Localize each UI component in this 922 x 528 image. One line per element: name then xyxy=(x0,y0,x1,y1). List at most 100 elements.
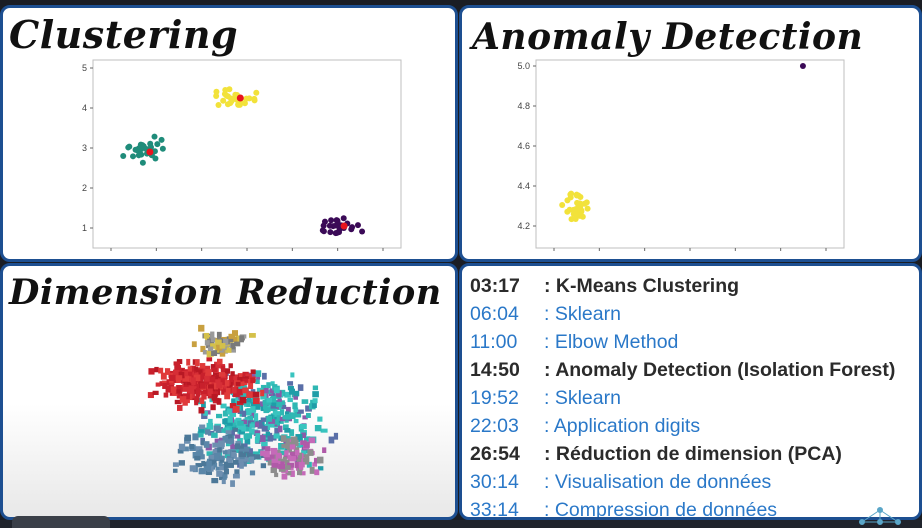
pca-point xyxy=(219,352,226,357)
data-point xyxy=(564,208,571,215)
pca-point xyxy=(206,350,212,358)
pca-point xyxy=(242,384,247,390)
pca-point xyxy=(312,385,319,391)
pca-point xyxy=(221,365,226,371)
data-point xyxy=(334,219,341,226)
pca-point xyxy=(291,451,297,457)
chapter-item[interactable]: 30:14: Visualisation de données xyxy=(470,468,913,496)
pca-point xyxy=(245,373,252,379)
chapter-item[interactable]: 11:00: Elbow Method xyxy=(470,328,913,356)
pca-point xyxy=(263,387,269,394)
pca-point xyxy=(252,391,260,398)
pca-point xyxy=(279,409,285,416)
pca-point xyxy=(174,399,182,405)
pca-point xyxy=(305,405,312,412)
pca-point xyxy=(230,480,235,487)
pca-point xyxy=(182,370,189,377)
pca-point xyxy=(244,408,252,416)
pca-point xyxy=(201,394,207,400)
chapter-item[interactable]: 03:17: K-Means Clustering xyxy=(470,272,913,300)
pca-point xyxy=(311,402,317,408)
chapter-item[interactable]: 14:50: Anomaly Detection (Isolation Fore… xyxy=(470,356,913,384)
pca-point xyxy=(267,389,272,394)
data-point xyxy=(253,89,260,96)
y-tick-label: 4.8 xyxy=(517,101,530,111)
pca-point xyxy=(306,461,312,468)
pca-point xyxy=(297,384,304,391)
pca-point xyxy=(224,392,231,400)
pca-point xyxy=(192,433,199,441)
pca-point xyxy=(215,427,222,433)
data-point xyxy=(130,153,137,160)
pca-point xyxy=(246,400,251,408)
chapter-item[interactable]: 19:52: Sklearn xyxy=(470,384,913,412)
pca-point xyxy=(172,462,179,467)
pca-point xyxy=(274,411,281,417)
pca-point xyxy=(178,460,185,466)
pca-point xyxy=(222,473,227,480)
pca-point xyxy=(211,379,217,385)
pca-point xyxy=(224,368,231,374)
pca-point xyxy=(173,369,180,377)
data-point xyxy=(154,141,161,148)
pca-point xyxy=(197,397,203,405)
pca-point xyxy=(216,382,223,389)
y-tick-label: 4.6 xyxy=(517,141,530,151)
pca-point xyxy=(275,390,282,398)
pca-point xyxy=(176,385,183,392)
pca-point xyxy=(286,445,293,453)
pca-point xyxy=(285,442,292,450)
pca-point xyxy=(232,406,240,413)
pca-point xyxy=(278,443,285,450)
data-point xyxy=(241,100,248,107)
chapter-timestamp: 30:14 xyxy=(470,470,519,493)
player-control-pill[interactable] xyxy=(12,516,110,528)
chapter-item[interactable]: 33:14: Compression de données xyxy=(470,496,913,518)
pca-point xyxy=(263,450,270,458)
pca-point xyxy=(217,377,225,385)
pca-point xyxy=(152,390,159,395)
pca-point xyxy=(204,385,209,393)
pca-point xyxy=(218,372,226,377)
data-point xyxy=(354,222,361,229)
data-point xyxy=(333,229,340,236)
pca-point xyxy=(249,423,255,428)
pca-point xyxy=(287,381,294,386)
pca-point xyxy=(279,389,286,397)
pca-point xyxy=(262,372,267,380)
pca-point xyxy=(303,458,310,465)
pca-point xyxy=(297,409,304,414)
chapter-item[interactable]: 06:04: Sklearn xyxy=(470,300,913,328)
chapter-label: : Anomaly Detection (Isolation Forest) xyxy=(544,358,896,381)
pca-point xyxy=(284,450,289,456)
pca-point xyxy=(203,365,211,372)
pca-point xyxy=(299,423,307,430)
pca-point xyxy=(292,402,298,410)
pca-point xyxy=(217,447,222,453)
chapter-item[interactable]: 22:03: Application digits xyxy=(470,412,913,440)
data-point xyxy=(583,199,590,206)
pca-point xyxy=(223,468,229,475)
pca-point xyxy=(296,442,302,448)
pca-point xyxy=(285,436,291,441)
pca-point xyxy=(210,364,216,370)
pca-point xyxy=(217,440,225,447)
pca-point xyxy=(191,341,197,348)
pca-point xyxy=(228,429,235,436)
pca-point xyxy=(255,404,261,410)
chapters-panel: 03:17: K-Means Clustering 06:04: Sklearn 1… xyxy=(459,263,922,520)
pca-point xyxy=(170,372,175,377)
pca-point xyxy=(226,336,234,342)
chapter-item[interactable]: 26:54: Réduction de dimension (PCA) xyxy=(470,440,913,468)
pca-point xyxy=(282,415,287,420)
pca-point xyxy=(255,378,260,385)
pca-point xyxy=(244,438,251,445)
chapter-list: 03:17: K-Means Clustering 06:04: Sklearn 1… xyxy=(470,272,913,518)
pca-point xyxy=(189,443,195,450)
pca-point xyxy=(204,429,211,435)
data-point xyxy=(799,63,806,69)
pca-point xyxy=(207,346,214,352)
pca-point xyxy=(312,391,319,398)
pca-point xyxy=(192,387,198,395)
pca-point xyxy=(172,468,178,473)
